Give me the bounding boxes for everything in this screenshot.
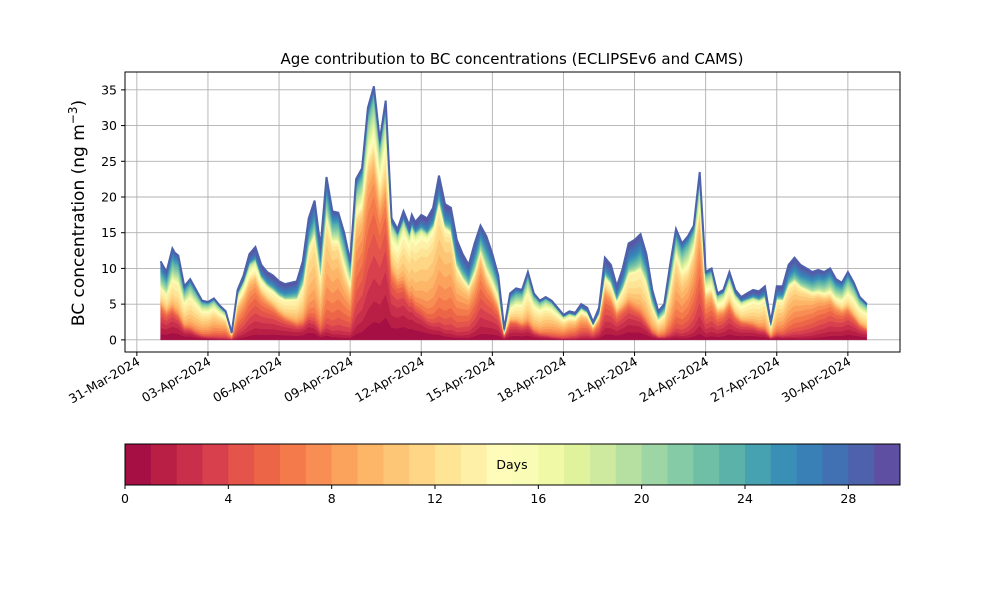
colorbar-bin-21 xyxy=(667,444,694,485)
colorbar-bin-9 xyxy=(357,444,384,485)
y-tick-label: 35 xyxy=(101,82,117,97)
x-axis: 31-Mar-202403-Apr-202406-Apr-202409-Apr-… xyxy=(66,352,853,406)
colorbar-bin-4 xyxy=(228,444,255,485)
colorbar-bin-3 xyxy=(202,444,229,485)
colorbar-bin-27 xyxy=(822,444,849,485)
colorbar-bin-17 xyxy=(564,444,591,485)
colorbar-bin-14 xyxy=(486,444,513,485)
x-tick-label: 06-Apr-2024 xyxy=(210,354,284,406)
x-tick-label: 18-Apr-2024 xyxy=(495,354,569,406)
colorbar-bin-7 xyxy=(305,444,333,485)
x-tick-label: 15-Apr-2024 xyxy=(423,354,497,406)
colorbar-tick-label: 20 xyxy=(634,491,650,506)
colorbar-tick-label: 16 xyxy=(530,491,546,506)
colorbar xyxy=(125,444,901,485)
colorbar-bin-10 xyxy=(383,444,410,485)
colorbar-bin-0 xyxy=(125,444,152,485)
x-tick-label: 31-Mar-2024 xyxy=(66,354,142,407)
colorbar-bin-26 xyxy=(796,444,823,485)
colorbar-bin-13 xyxy=(460,444,488,485)
colorbar-bin-15 xyxy=(512,444,539,485)
colorbar-tick-label: 24 xyxy=(737,491,753,506)
y-tick-label: 5 xyxy=(109,297,117,312)
x-tick-label: 27-Apr-2024 xyxy=(708,354,782,406)
y-tick-label: 0 xyxy=(109,332,117,347)
colorbar-tick-label: 12 xyxy=(427,491,443,506)
colorbar-bin-18 xyxy=(590,444,617,485)
colorbar-tick-label: 28 xyxy=(840,491,856,506)
y-axis: 0 5 10 15 20 25 30 35 xyxy=(101,82,125,347)
colorbar-bin-20 xyxy=(641,444,668,485)
colorbar-bin-1 xyxy=(150,444,178,485)
colorbar-bin-23 xyxy=(719,444,746,485)
age-layers xyxy=(159,86,868,341)
x-tick-label: 24-Apr-2024 xyxy=(637,354,711,406)
x-tick-label: 30-Apr-2024 xyxy=(779,354,853,406)
axes-frame xyxy=(124,71,901,353)
x-tick-label: 09-Apr-2024 xyxy=(281,354,355,406)
colorbar-bin-19 xyxy=(615,444,643,485)
colorbar-bin-29 xyxy=(874,444,901,485)
colorbar-frame xyxy=(124,443,901,486)
colorbar-bin-6 xyxy=(280,444,307,485)
chart-title: Age contribution to BC concentrations (E… xyxy=(281,50,744,68)
colorbar-ticks: 0 4 8 12 16 20 24 28 xyxy=(121,485,856,506)
colorbar-bin-28 xyxy=(848,444,875,485)
x-tick-label: 12-Apr-2024 xyxy=(352,354,426,406)
colorbar-bin-5 xyxy=(254,444,281,485)
colorbar-bin-16 xyxy=(538,444,565,485)
y-axis-label: BC concentration (ng m−3) xyxy=(66,100,89,326)
y-axis-label-sup: −3 xyxy=(66,106,80,124)
colorbar-bin-12 xyxy=(435,444,462,485)
colorbar-label: Days xyxy=(496,457,527,472)
colorbar-bin-24 xyxy=(745,444,772,485)
x-tick-label: 21-Apr-2024 xyxy=(566,354,640,406)
colorbar-bin-25 xyxy=(770,444,798,485)
y-axis-label-main: BC concentration (ng m xyxy=(69,124,89,326)
total-envelope-line xyxy=(159,86,868,333)
y-tick-label: 25 xyxy=(101,154,117,169)
colorbar-bin-2 xyxy=(176,444,203,485)
colorbar-tick-label: 0 xyxy=(121,491,129,506)
x-tick-label: 03-Apr-2024 xyxy=(139,354,213,406)
colorbar-tick-label: 8 xyxy=(328,491,336,506)
y-tick-label: 15 xyxy=(101,225,117,240)
colorbar-bin-11 xyxy=(409,444,436,485)
y-axis-label-close: ) xyxy=(69,100,89,107)
colorbar-bin-22 xyxy=(693,444,720,485)
y-tick-label: 10 xyxy=(101,261,117,276)
colorbar-bin-8 xyxy=(331,444,358,485)
y-tick-label: 20 xyxy=(101,190,117,205)
colorbar-tick-label: 4 xyxy=(224,491,232,506)
y-tick-label: 30 xyxy=(101,118,117,133)
